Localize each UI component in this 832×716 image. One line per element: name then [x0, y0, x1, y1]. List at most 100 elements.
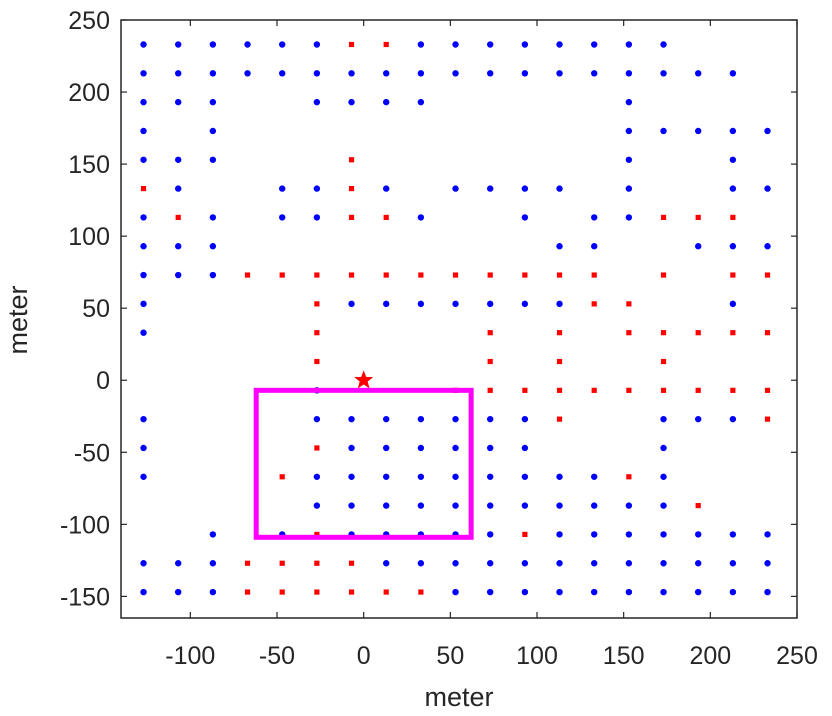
blue-point [383, 415, 390, 423]
red-point [244, 272, 251, 278]
blue-point [521, 300, 529, 308]
blue-point [729, 415, 737, 423]
y-tick-label: -50 [74, 439, 110, 467]
blue-point [625, 70, 633, 77]
blue-point [383, 560, 390, 567]
red-point [695, 503, 701, 509]
red-point [383, 214, 389, 221]
blue-point [140, 300, 147, 308]
blue-point [764, 560, 771, 567]
red-point [279, 589, 285, 595]
red-point [522, 387, 528, 393]
blue-point [313, 41, 321, 48]
blue-point [348, 502, 355, 509]
blue-point [209, 214, 217, 221]
blue-point [487, 502, 494, 509]
blue-point [521, 70, 529, 77]
red-point [487, 272, 493, 278]
blue-point [556, 70, 563, 77]
blue-point [140, 41, 147, 48]
blue-point [279, 41, 286, 48]
red-point [660, 214, 667, 221]
blue-point [175, 588, 182, 596]
blue-point [487, 185, 494, 192]
blue-point [591, 560, 598, 567]
blue-point [521, 560, 529, 567]
blue-point [556, 531, 563, 538]
blue-point [556, 588, 563, 596]
blue-point [556, 243, 563, 250]
red-point [314, 358, 320, 365]
blue-point [695, 243, 702, 250]
blue-point [140, 444, 147, 452]
blue-point [175, 41, 182, 48]
blue-point [487, 70, 494, 77]
red-point [764, 387, 771, 393]
blue-point [452, 502, 459, 509]
blue-point [625, 214, 633, 221]
blue-point [417, 502, 425, 509]
blue-point [729, 300, 737, 308]
red-point [314, 445, 320, 451]
blue-point [521, 415, 529, 423]
red-point [591, 387, 597, 393]
blue-point [140, 156, 147, 163]
blue-point [660, 127, 667, 135]
y-axis-title: meter [3, 285, 33, 354]
blue-point [244, 41, 251, 48]
red-point [695, 330, 701, 336]
y-tick-label: -100 [60, 511, 110, 539]
blue-point [764, 127, 771, 135]
y-tick-label: 150 [68, 151, 110, 179]
red-point [764, 272, 771, 278]
blue-point [209, 531, 217, 538]
blue-point [660, 473, 667, 480]
blue-point [591, 41, 598, 48]
blue-point [209, 98, 217, 106]
red-point [348, 560, 355, 566]
blue-point [313, 214, 321, 221]
blue-point [764, 185, 771, 192]
red-point [348, 214, 355, 221]
blue-point [556, 185, 563, 192]
blue-point [556, 41, 563, 48]
red-point [591, 272, 597, 278]
blue-point [209, 41, 217, 48]
blue-point [487, 473, 494, 480]
blue-point [417, 214, 425, 221]
blue-point [452, 560, 459, 567]
blue-point [625, 41, 633, 48]
red-point [314, 330, 320, 336]
star-marker [354, 370, 374, 389]
red-point [660, 358, 667, 365]
blue-point [383, 444, 390, 452]
blue-point [140, 329, 147, 336]
blue-point [313, 473, 321, 480]
blue-point [348, 98, 355, 106]
blue-point [729, 70, 737, 77]
blue-point [209, 588, 217, 596]
blue-point [175, 98, 182, 106]
blue-point [660, 531, 667, 538]
blue-point [660, 70, 667, 77]
blue-point [313, 98, 321, 106]
x-tick-label: -100 [165, 642, 215, 670]
blue-point [175, 70, 182, 77]
blue-point [383, 98, 390, 106]
axis-ticks: -100 -50 0 50 100 150 200 250 -150 -100 -50 0 50 100 1… [60, 7, 818, 670]
blue-point [452, 444, 459, 452]
blue-point [140, 214, 147, 221]
red-point [730, 330, 736, 336]
blue-point [209, 243, 217, 250]
red-point [348, 157, 355, 163]
red-point [314, 272, 320, 278]
blue-point [279, 70, 286, 77]
blue-point [695, 588, 702, 596]
blue-point [625, 185, 633, 192]
blue-point [521, 41, 529, 48]
blue-point [417, 41, 425, 48]
blue-point [140, 70, 147, 77]
blue-point [383, 473, 390, 480]
red-point [730, 387, 736, 393]
